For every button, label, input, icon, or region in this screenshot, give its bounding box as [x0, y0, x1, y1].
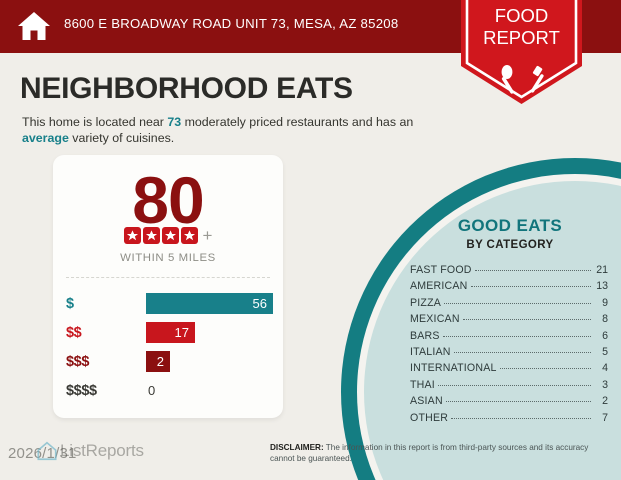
leader-dots	[453, 351, 591, 353]
leader-dots	[470, 286, 591, 288]
star-badge	[123, 227, 141, 244]
page-title: NEIGHBORHOOD EATS	[20, 72, 353, 105]
category-name: OTHER	[410, 411, 449, 424]
category-value: 7	[602, 411, 608, 424]
category-name: PIZZA	[410, 296, 442, 309]
category-name: ITALIAN	[410, 345, 451, 358]
price-tier-bar: 17	[146, 322, 195, 343]
food-score-value: 80	[132, 163, 204, 237]
price-tier-value: 0	[148, 383, 156, 398]
list-item: INTERNATIONAL 4	[410, 362, 608, 378]
category-name: MEXICAN	[410, 313, 460, 326]
price-tier-bar: 2	[146, 351, 170, 372]
star-badge	[180, 227, 198, 244]
summary-part1: This home is located near	[22, 115, 168, 129]
leader-dots	[499, 368, 591, 370]
good-eats-panel: GOOD EATS BY CATEGORY FAST FOOD 21 AMERI…	[410, 216, 610, 428]
disclaimer-label: DISCLAIMER:	[270, 443, 324, 452]
list-item: FAST FOOD 21	[410, 264, 608, 280]
disclaimer-text: The information in this report is from t…	[270, 443, 589, 463]
price-tier-label: $$$$	[66, 382, 97, 399]
property-address: 8600 E BROADWAY ROAD UNIT 73, MESA, AZ 8…	[64, 16, 399, 31]
price-tier-row: $$ 17	[53, 318, 283, 347]
category-value: 13	[596, 280, 608, 293]
leader-dots	[451, 417, 591, 419]
price-tier-row: $$$$ 0	[53, 376, 283, 405]
price-tier-row: $ 56	[53, 289, 283, 318]
home-icon	[18, 12, 50, 40]
leader-dots	[442, 335, 591, 337]
category-name: ASIAN	[410, 395, 443, 408]
list-item: THAI 3	[410, 379, 608, 395]
category-name: THAI	[410, 378, 435, 391]
list-item: AMERICAN 13	[410, 280, 608, 296]
summary-restaurant-count: 73	[167, 115, 182, 129]
price-tier-label: $	[66, 295, 74, 312]
summary-part3: variety of cuisines.	[68, 131, 175, 145]
summary-part2: moderately priced restaurants and has an	[181, 115, 414, 129]
price-tier-label: $$	[66, 324, 82, 341]
leader-dots	[445, 401, 591, 403]
rating-plus-sign: +	[202, 226, 213, 245]
food-report-badge	[461, 0, 582, 104]
watermark-brand: ListReports	[36, 440, 144, 462]
star-badge	[142, 227, 160, 244]
watermark-brand-text: ListReports	[60, 441, 144, 460]
summary-text: This home is located near 73 moderately …	[22, 114, 442, 146]
list-item: OTHER 7	[410, 412, 608, 428]
category-value: 5	[602, 345, 608, 358]
price-tier-label: $$$	[66, 353, 89, 370]
category-name: AMERICAN	[410, 280, 468, 293]
disclaimer: DISCLAIMER: The information in this repo…	[270, 443, 615, 464]
list-item: BARS 6	[410, 330, 608, 346]
category-value: 3	[602, 378, 608, 391]
list-item: ITALIAN 5	[410, 346, 608, 362]
category-value: 2	[602, 395, 608, 408]
watermark-date: 2026/1/31	[8, 445, 77, 462]
price-tier-bar: 56	[146, 293, 273, 314]
star-badge	[161, 227, 179, 244]
price-tier-row: $$$ 2	[53, 347, 283, 376]
score-card: 80 + WITHIN 5 MILES $ 56 $$	[53, 155, 283, 418]
summary-variety-level: average	[22, 131, 69, 145]
list-item: MEXICAN 8	[410, 313, 608, 329]
list-item: ASIAN 2	[410, 395, 608, 411]
house-logo-icon	[37, 441, 57, 461]
leader-dots	[444, 302, 591, 304]
leader-dots	[437, 384, 591, 386]
price-tier-chart: $ 56 $$ 17 $$$ 2 $$$$ 0	[53, 289, 283, 405]
good-eats-subtitle: BY CATEGORY	[466, 239, 554, 251]
category-name: INTERNATIONAL	[410, 362, 497, 375]
good-eats-title: GOOD EATS	[457, 216, 563, 235]
leader-dots	[462, 319, 591, 321]
category-name: BARS	[410, 329, 440, 342]
radius-label: WITHIN 5 MILES	[120, 252, 216, 264]
category-name: FAST FOOD	[410, 264, 472, 276]
star-rating: +	[53, 227, 283, 244]
category-value: 4	[602, 362, 608, 375]
category-value: 6	[602, 329, 608, 342]
category-value: 21	[596, 264, 608, 276]
list-item: PIZZA 9	[410, 297, 608, 313]
category-value: 8	[602, 313, 608, 326]
card-divider	[66, 277, 270, 278]
leader-dots	[474, 270, 591, 271]
category-list: FAST FOOD 21 AMERICAN 13 PIZZA 9 MEXICAN…	[410, 264, 610, 428]
category-value: 9	[602, 296, 608, 309]
